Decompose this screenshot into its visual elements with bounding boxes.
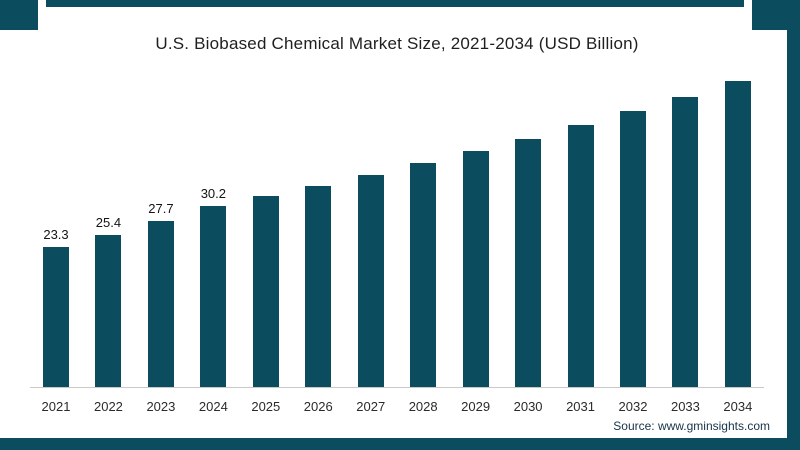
bar-group-2033 xyxy=(659,97,711,387)
bar-value-label: 23.3 xyxy=(43,227,69,242)
bar-group-2034 xyxy=(712,81,764,387)
x-tick-label-2024: 2024 xyxy=(198,399,228,414)
bar-2027 xyxy=(357,175,384,387)
x-tick-label-2027: 2027 xyxy=(356,399,386,414)
bar-2021 xyxy=(43,247,69,387)
frame-top-left-accent xyxy=(0,0,38,30)
x-tick-label-2029: 2029 xyxy=(461,399,491,414)
x-tick-label-2031: 2031 xyxy=(566,399,595,414)
bar-group-2032 xyxy=(607,111,659,387)
bar-group-2022: 25.4 xyxy=(82,215,134,387)
bar-group-2030 xyxy=(502,139,554,387)
x-tick-label-2030: 2030 xyxy=(513,399,543,414)
bar-group-2028 xyxy=(397,163,449,387)
bar-group-2029 xyxy=(450,151,502,387)
x-tick-label-2034: 2034 xyxy=(723,399,753,414)
x-tick-label-2033: 2033 xyxy=(670,399,700,414)
x-tick-label-2026: 2026 xyxy=(303,399,333,414)
x-tick-label-2023: 2023 xyxy=(146,399,176,414)
bar-2023 xyxy=(147,221,174,387)
bar-2033 xyxy=(672,97,699,387)
bar-2030 xyxy=(515,139,542,387)
bar-group-2025 xyxy=(240,196,292,387)
x-tick-label-2028: 2028 xyxy=(408,399,438,414)
chart-title: U.S. Biobased Chemical Market Size, 2021… xyxy=(155,34,639,53)
x-tick-label-2025: 2025 xyxy=(251,399,281,414)
frame-top-strip xyxy=(46,0,744,7)
source-credit: Source: www.gminsights.com xyxy=(613,419,770,433)
x-tick-label-2022: 2022 xyxy=(93,399,123,414)
x-tick-label-2021: 2021 xyxy=(41,399,71,414)
plot-area: 23.3 25.4 27.7 30.2 xyxy=(30,51,764,388)
bar-2034 xyxy=(724,81,751,387)
bar-value-label: 27.7 xyxy=(148,201,174,216)
bar-2032 xyxy=(619,111,646,387)
frame-right-bar xyxy=(787,0,800,450)
bar-2024 xyxy=(200,206,227,387)
bar-2029 xyxy=(462,151,489,387)
bar-group-2023: 27.7 xyxy=(135,201,187,387)
bar-value-label: 25.4 xyxy=(95,215,122,230)
bar-group-2031 xyxy=(555,125,607,387)
bar-2025 xyxy=(252,196,279,387)
bar-group-2021: 23.3 xyxy=(30,227,82,387)
bar-value-label: 30.2 xyxy=(200,186,227,201)
bar-2022 xyxy=(95,235,122,387)
bar-group-2026 xyxy=(292,186,344,387)
bar-2028 xyxy=(410,163,437,387)
frame-bottom-strip xyxy=(0,438,800,450)
bar-group-2027 xyxy=(345,175,397,387)
x-tick-label-2032: 2032 xyxy=(618,399,648,414)
x-axis-tick-labels: 2021 2022 2023 2024 2025 2026 2027 2028 2029 2030… xyxy=(30,399,764,414)
bar-2031 xyxy=(567,125,594,387)
bar-2026 xyxy=(305,186,332,387)
bar-group-2024: 30.2 xyxy=(187,186,239,387)
